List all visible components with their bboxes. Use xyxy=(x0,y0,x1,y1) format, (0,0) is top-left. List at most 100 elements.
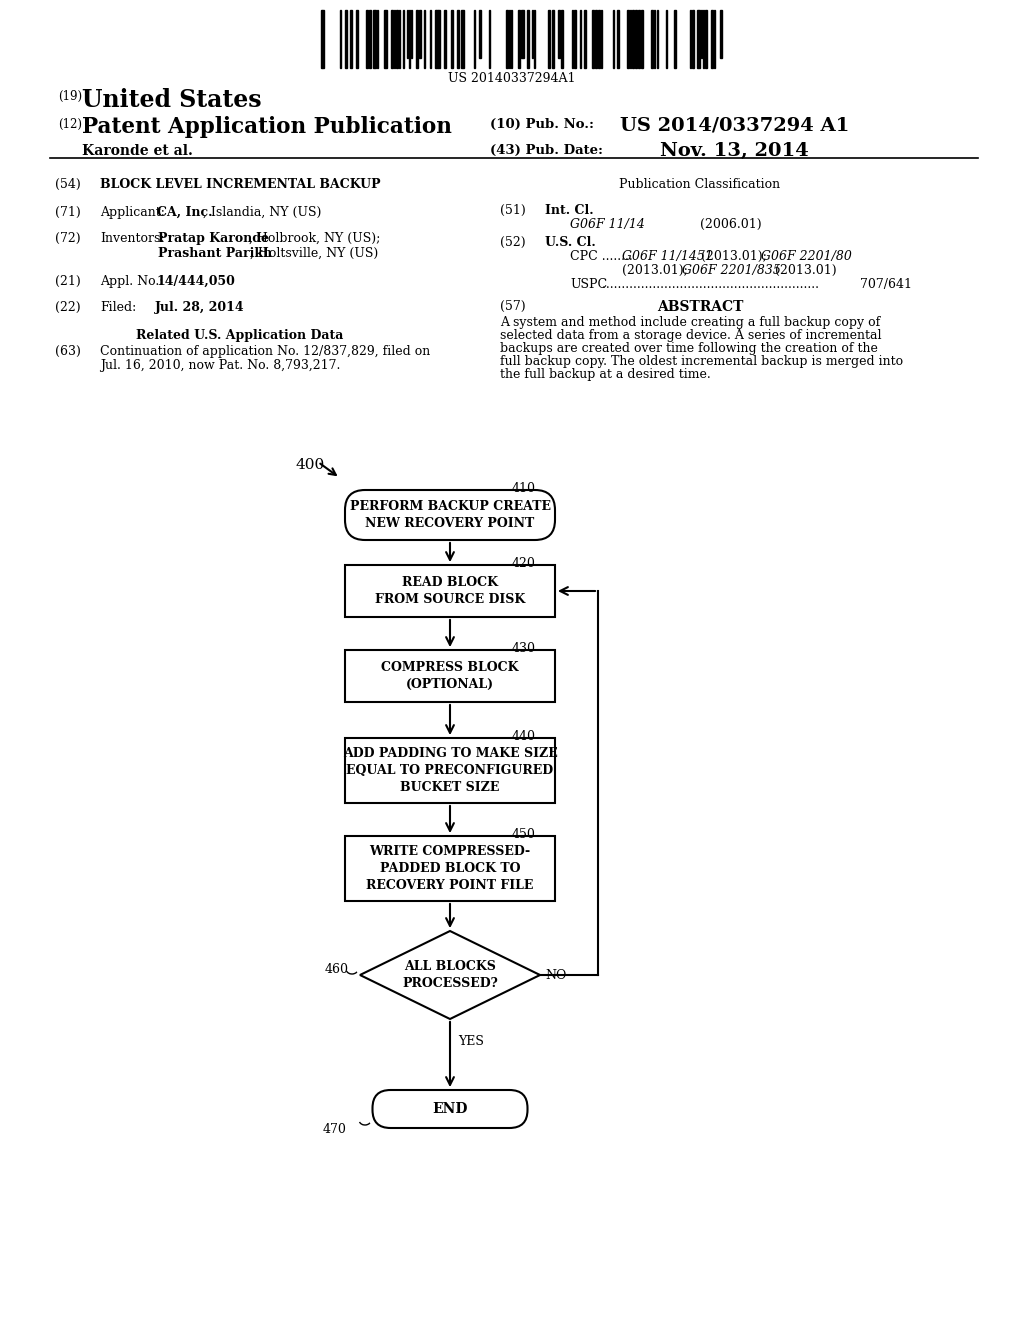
Text: G06F 2201/80: G06F 2201/80 xyxy=(761,249,852,263)
Text: (10) Pub. No.:: (10) Pub. No.: xyxy=(490,117,594,131)
Bar xyxy=(366,11,368,69)
Bar xyxy=(651,11,652,69)
Text: NO: NO xyxy=(545,969,566,982)
Text: (2013.01);: (2013.01); xyxy=(701,249,771,263)
Text: ........................................................: ........................................… xyxy=(598,279,819,290)
Bar xyxy=(369,11,371,69)
Bar xyxy=(377,11,378,69)
Bar xyxy=(571,11,573,69)
Text: CPC ........: CPC ........ xyxy=(570,249,633,263)
Bar xyxy=(420,11,421,58)
Text: , Islandia, NY (US): , Islandia, NY (US) xyxy=(203,206,322,219)
Text: 470: 470 xyxy=(323,1123,347,1137)
Bar xyxy=(641,11,642,69)
Text: (12): (12) xyxy=(58,117,82,131)
Bar xyxy=(416,11,418,69)
Bar xyxy=(403,11,404,69)
Text: ADD PADDING TO MAKE SIZE
EQUAL TO PRECONFIGURED
BUCKET SIZE: ADD PADDING TO MAKE SIZE EQUAL TO PRECON… xyxy=(343,747,557,795)
Text: ALL BLOCKS
PROCESSED?: ALL BLOCKS PROCESSED? xyxy=(402,960,498,990)
Text: G06F 2201/835: G06F 2201/835 xyxy=(682,264,781,277)
Bar xyxy=(438,11,440,69)
Text: PERFORM BACKUP CREATE
NEW RECOVERY POINT: PERFORM BACKUP CREATE NEW RECOVERY POINT xyxy=(349,500,551,531)
Text: Publication Classification: Publication Classification xyxy=(620,178,780,191)
Text: (19): (19) xyxy=(58,90,82,103)
Text: (51): (51) xyxy=(500,205,525,216)
Text: , Holtsville, NY (US): , Holtsville, NY (US) xyxy=(250,247,378,260)
Bar xyxy=(712,11,713,69)
Text: (22): (22) xyxy=(55,301,81,314)
Text: United States: United States xyxy=(82,88,261,112)
Bar xyxy=(592,11,594,69)
Bar xyxy=(653,11,654,69)
Text: Inventors:: Inventors: xyxy=(100,232,165,246)
Text: USPC: USPC xyxy=(570,279,607,290)
Bar xyxy=(558,11,560,58)
Bar xyxy=(451,11,453,69)
Bar xyxy=(321,11,322,69)
Bar xyxy=(552,11,554,69)
Text: Int. Cl.: Int. Cl. xyxy=(545,205,594,216)
Bar xyxy=(574,11,575,69)
Bar xyxy=(627,11,629,69)
Bar xyxy=(457,11,459,69)
Bar xyxy=(534,11,535,69)
Text: Pratap Karonde: Pratap Karonde xyxy=(158,232,269,246)
Bar xyxy=(345,649,555,702)
Text: Jul. 16, 2010, now Pat. No. 8,793,217.: Jul. 16, 2010, now Pat. No. 8,793,217. xyxy=(100,359,340,372)
Bar xyxy=(638,11,640,69)
Text: CA, Inc.: CA, Inc. xyxy=(157,206,213,219)
Bar xyxy=(511,11,512,69)
Bar xyxy=(584,11,586,69)
Bar xyxy=(548,11,550,69)
Bar xyxy=(720,11,722,58)
Text: (63): (63) xyxy=(55,345,81,358)
Text: 400: 400 xyxy=(295,458,325,473)
Bar xyxy=(340,11,341,69)
Bar xyxy=(690,11,691,69)
Text: (52): (52) xyxy=(500,236,525,249)
Bar xyxy=(706,11,707,69)
Bar xyxy=(436,11,437,69)
Bar xyxy=(479,11,481,58)
Text: 450: 450 xyxy=(512,828,536,841)
Text: (2013.01): (2013.01) xyxy=(775,264,837,277)
Text: 410: 410 xyxy=(512,482,536,495)
Bar xyxy=(435,11,436,69)
Bar xyxy=(345,836,555,902)
Text: (43) Pub. Date:: (43) Pub. Date: xyxy=(490,144,603,157)
Text: selected data from a storage device. A series of incremental: selected data from a storage device. A s… xyxy=(500,329,882,342)
Bar xyxy=(474,11,475,69)
Text: the full backup at a desired time.: the full backup at a desired time. xyxy=(500,368,711,381)
Text: (57): (57) xyxy=(500,300,525,313)
Text: (72): (72) xyxy=(55,232,81,246)
Bar xyxy=(561,11,562,69)
FancyBboxPatch shape xyxy=(345,490,555,540)
Bar xyxy=(398,11,399,69)
Text: G06F 11/14: G06F 11/14 xyxy=(570,218,645,231)
Bar xyxy=(443,11,445,69)
Text: backups are created over time following the creation of the: backups are created over time following … xyxy=(500,342,878,355)
Bar xyxy=(350,11,352,69)
Text: Related U.S. Application Data: Related U.S. Application Data xyxy=(136,329,344,342)
Text: BLOCK LEVEL INCREMENTAL BACKUP: BLOCK LEVEL INCREMENTAL BACKUP xyxy=(100,178,381,191)
Bar xyxy=(411,11,413,58)
Text: READ BLOCK
FROM SOURCE DISK: READ BLOCK FROM SOURCE DISK xyxy=(375,576,525,606)
Text: ABSTRACT: ABSTRACT xyxy=(656,300,743,314)
Bar xyxy=(407,11,409,58)
Bar xyxy=(521,11,523,58)
Text: (21): (21) xyxy=(55,275,81,288)
Text: Patent Application Publication: Patent Application Publication xyxy=(82,116,452,139)
Text: Filed:: Filed: xyxy=(100,301,136,314)
Text: 460: 460 xyxy=(325,964,349,975)
Bar xyxy=(391,11,393,69)
Text: 707/641: 707/641 xyxy=(860,279,912,290)
Text: 430: 430 xyxy=(512,642,536,655)
Text: Continuation of application No. 12/837,829, filed on: Continuation of application No. 12/837,8… xyxy=(100,345,430,358)
Bar xyxy=(657,11,658,69)
Text: G06F 11/1451: G06F 11/1451 xyxy=(622,249,713,263)
Bar xyxy=(635,11,637,69)
Bar xyxy=(384,11,387,69)
Text: WRITE COMPRESSED-
PADDED BLOCK TO
RECOVERY POINT FILE: WRITE COMPRESSED- PADDED BLOCK TO RECOVE… xyxy=(367,845,534,892)
Bar xyxy=(518,11,520,69)
Bar xyxy=(461,11,464,69)
